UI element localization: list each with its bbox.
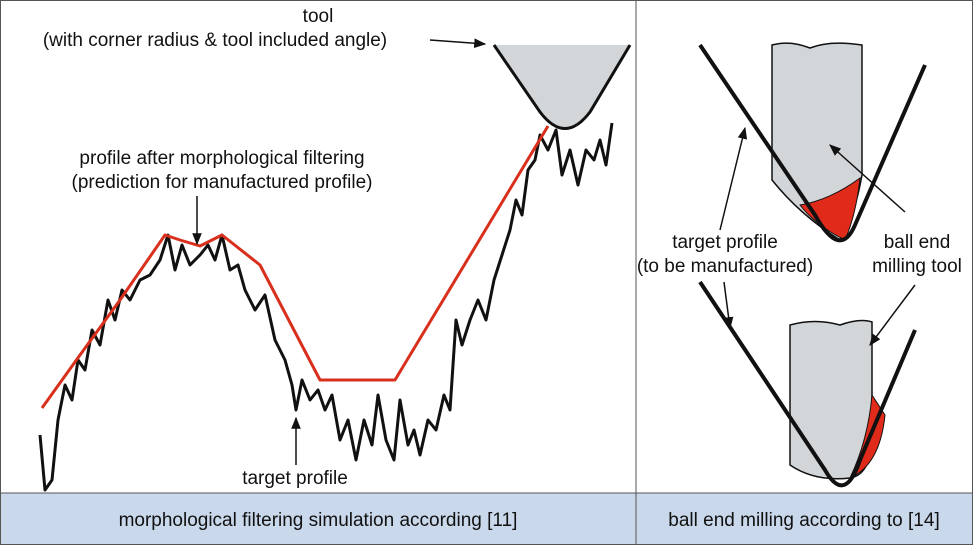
target-profile-bottom xyxy=(698,280,917,488)
left-caption: morphological filtering simulation accor… xyxy=(119,510,518,531)
target-profile-top xyxy=(698,43,927,243)
arrow xyxy=(719,126,748,231)
filtered-profile-line xyxy=(40,125,550,409)
caption-bar xyxy=(0,493,973,545)
filtered-label: profile after morphological filtering xyxy=(79,148,364,169)
target-label: target profile xyxy=(242,468,348,489)
right-caption: ball end milling according to [14] xyxy=(668,510,939,531)
filtered-detail: (prediction for manufactured profile) xyxy=(72,172,373,193)
right-target-detail: (to be manufactured) xyxy=(637,256,813,277)
arrow xyxy=(829,144,906,213)
right-target-label: target profile xyxy=(672,232,778,253)
tool-label-1: ball end xyxy=(884,232,951,253)
tool-detail: (with corner radius & tool included angl… xyxy=(43,30,387,51)
arrow xyxy=(869,284,916,346)
arrow xyxy=(723,281,734,330)
tool-label-2: milling tool xyxy=(872,256,962,277)
target-profile-line xyxy=(38,122,614,492)
tool-label: tool xyxy=(303,6,334,27)
arrow xyxy=(429,38,487,49)
tool-shape xyxy=(492,44,632,130)
